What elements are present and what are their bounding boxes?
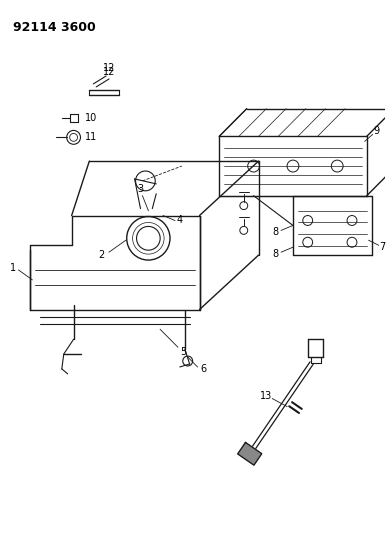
Text: 7: 7 — [379, 242, 385, 252]
Text: 1: 1 — [10, 263, 16, 273]
Text: 2: 2 — [98, 250, 104, 260]
Text: 12: 12 — [103, 63, 115, 73]
Text: 5: 5 — [180, 347, 187, 357]
Text: 13: 13 — [260, 391, 273, 401]
Text: 8: 8 — [272, 228, 278, 237]
Text: 92114 3600: 92114 3600 — [12, 21, 95, 34]
Polygon shape — [238, 442, 262, 465]
Text: 10: 10 — [85, 112, 97, 123]
Text: 3: 3 — [137, 184, 144, 194]
Text: 12: 12 — [103, 67, 115, 77]
Text: 8: 8 — [272, 249, 278, 259]
Text: 9: 9 — [373, 126, 380, 136]
Text: 11: 11 — [85, 132, 97, 142]
Text: 6: 6 — [200, 364, 207, 374]
Text: 4: 4 — [177, 215, 183, 225]
